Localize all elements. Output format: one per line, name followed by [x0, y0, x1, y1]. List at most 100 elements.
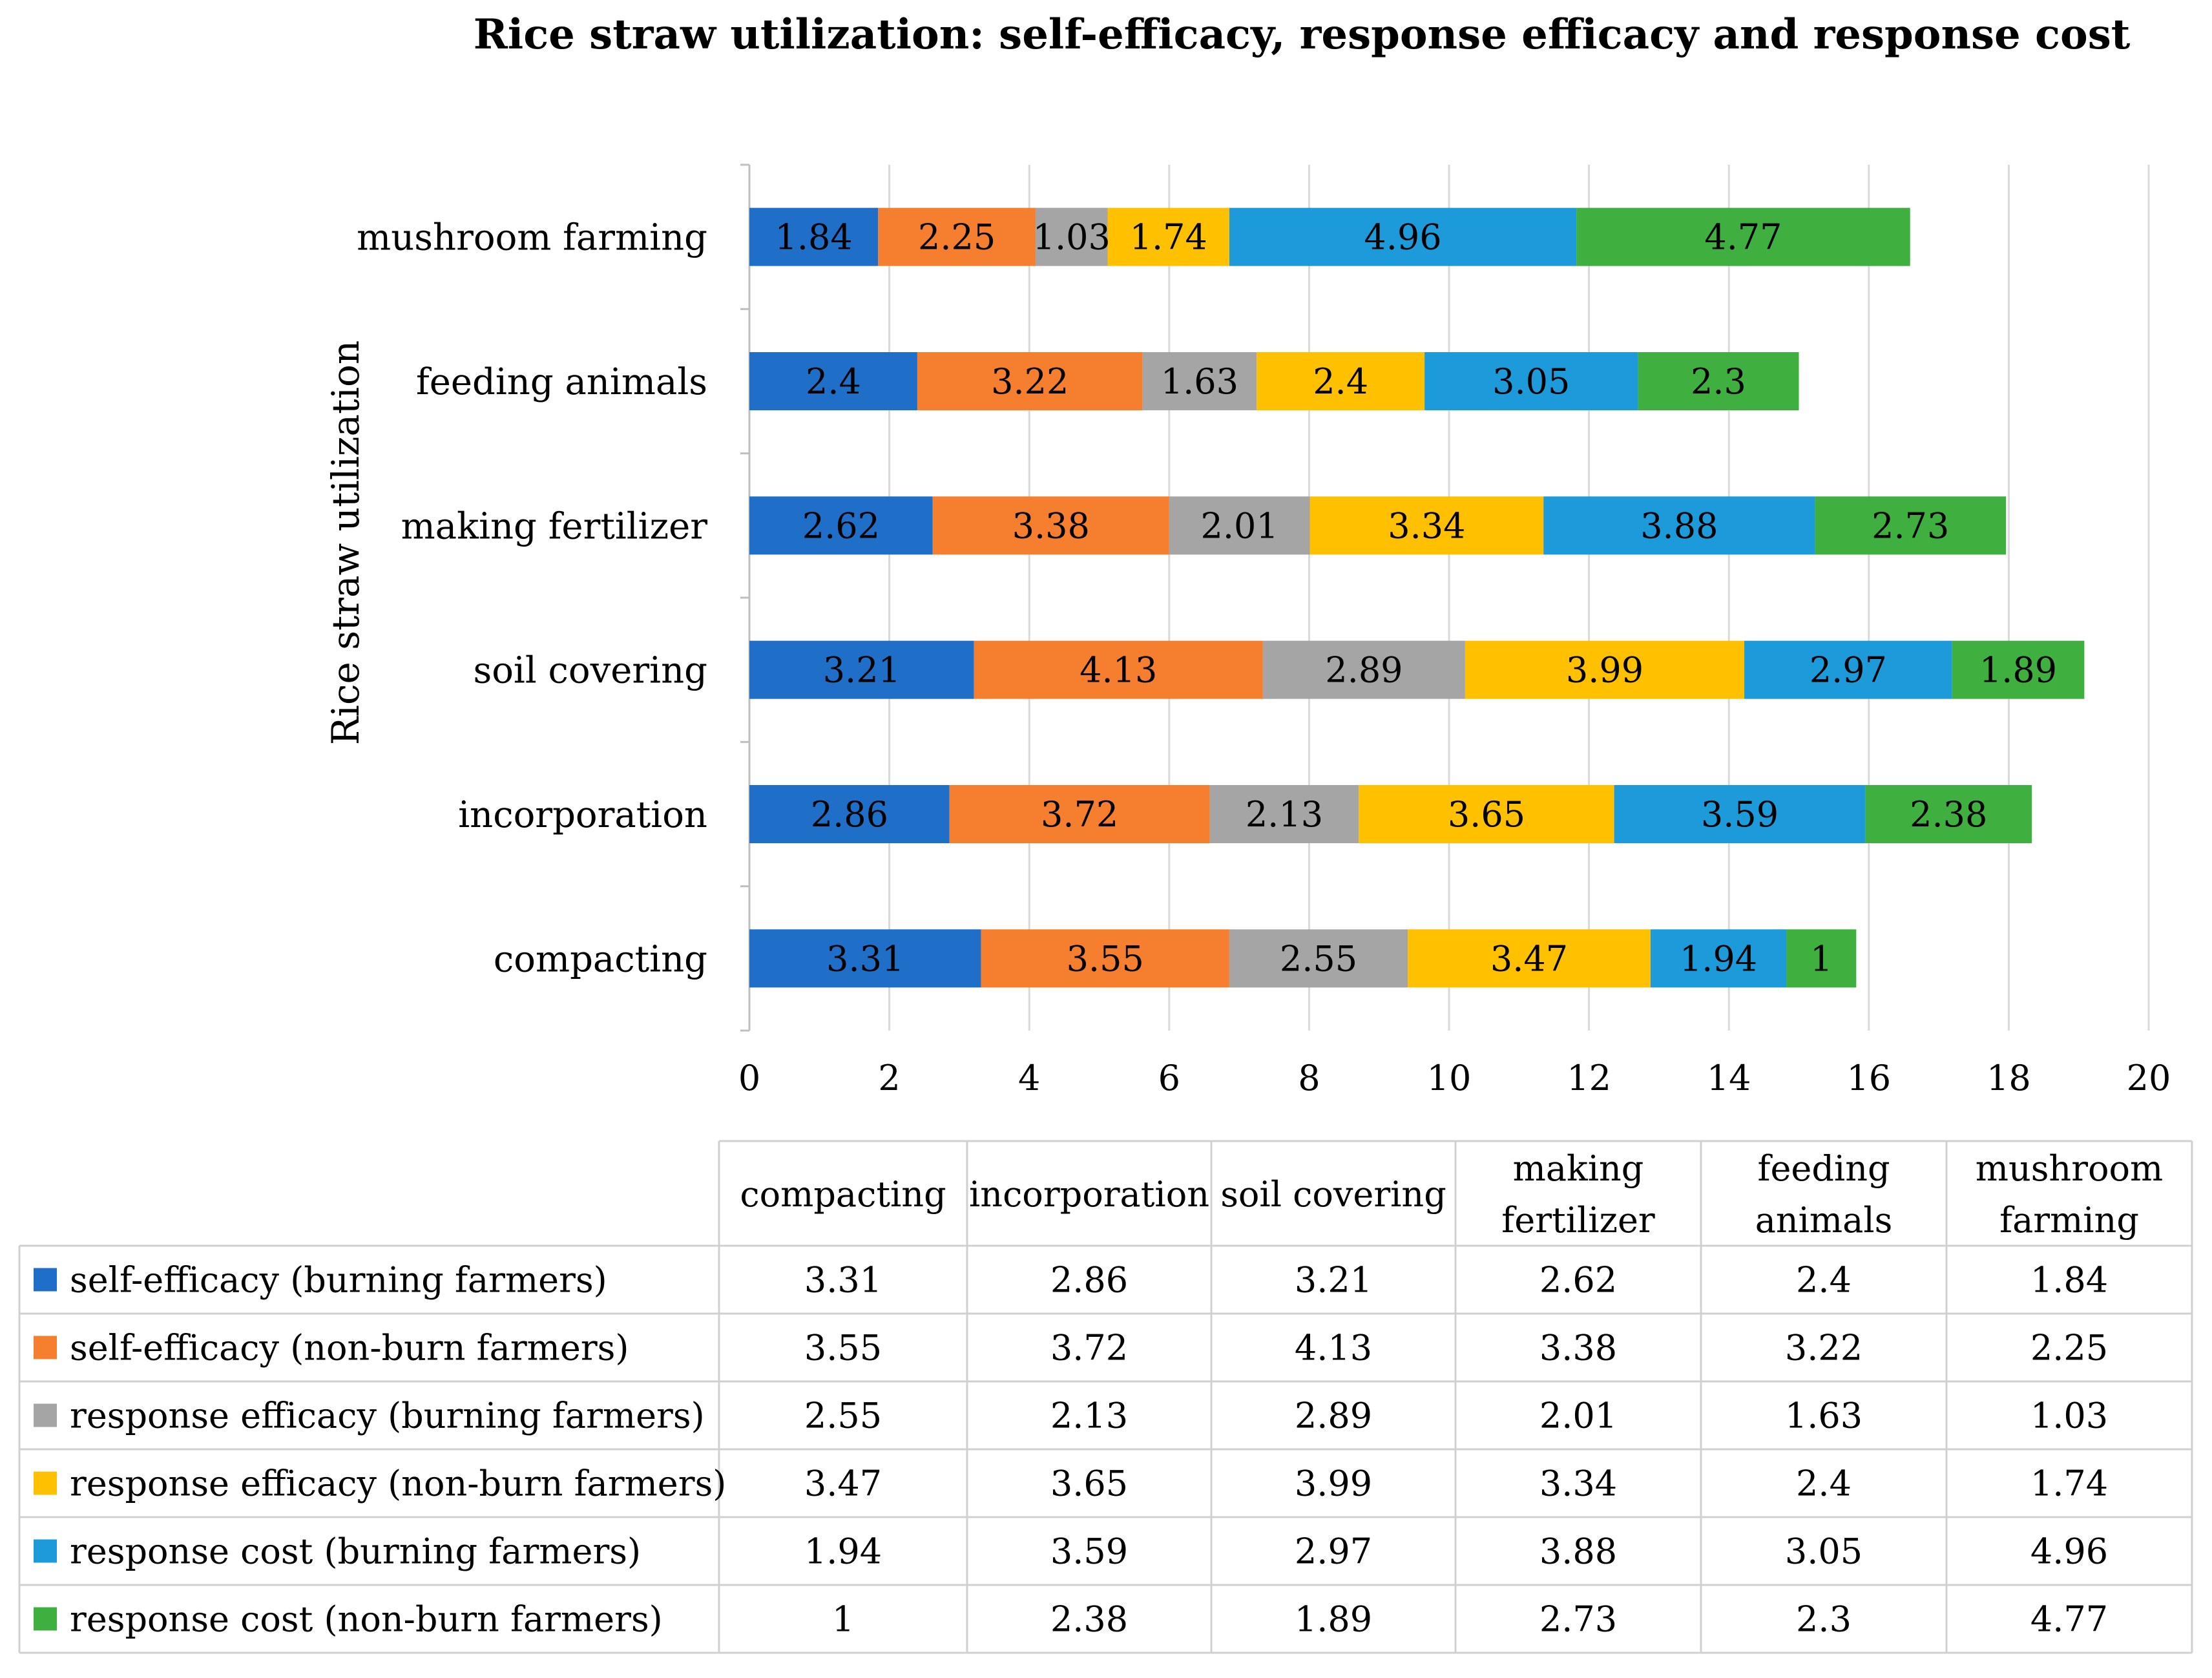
bars [749, 207, 2085, 988]
x-tick-label: 2 [878, 1058, 900, 1098]
data-label: 2.25 [918, 217, 996, 258]
x-tick-label: 0 [738, 1058, 760, 1098]
table-header: feeding animals [1755, 1148, 1893, 1241]
bar-segment [1786, 929, 1857, 988]
table-cell: 1.94 [804, 1531, 882, 1572]
legend-swatch [34, 1539, 57, 1563]
table-cell: 3.47 [804, 1463, 882, 1504]
table-cell: 2.01 [1539, 1396, 1617, 1436]
bar-segment [949, 785, 1210, 843]
table-cell: 2.3 [1796, 1599, 1852, 1640]
data-label: 3.05 [1492, 361, 1570, 402]
table-cell: 3.34 [1539, 1463, 1617, 1504]
bar-segment [878, 207, 1036, 266]
data-label: 3.59 [1701, 794, 1779, 835]
table-cell: 2.97 [1295, 1531, 1372, 1572]
bar-segment [1650, 929, 1787, 988]
table-header: mushroom farming [1976, 1148, 2164, 1241]
data-label: 2.89 [1325, 650, 1403, 691]
axes: 0 2 4 6 8 10 12 14 16 18 20 compacting incorporation… [357, 163, 2171, 1098]
bar-segment [1865, 785, 2032, 843]
bar-segment [1359, 785, 1614, 843]
data-label: 3.22 [991, 361, 1069, 402]
data-label: 3.88 [1640, 505, 1718, 546]
data-label: 1.84 [775, 217, 853, 258]
legend-swatch [34, 1607, 57, 1631]
table-header: compacting [740, 1174, 946, 1215]
bar-segment [1543, 496, 1815, 555]
bar-segment [749, 352, 917, 410]
table-cell: 2.25 [2030, 1328, 2108, 1369]
table-cell: 3.05 [1785, 1531, 1862, 1572]
table-cell: 2.86 [1050, 1260, 1128, 1301]
bar-segment [749, 207, 879, 266]
table-cell: 1.74 [2030, 1463, 2108, 1504]
data-label: 4.13 [1080, 650, 1157, 691]
legend-label: response cost (non-burn farmers) [70, 1599, 663, 1640]
table-cell: 3.31 [804, 1260, 882, 1301]
table-cell: 2.73 [1539, 1599, 1617, 1640]
data-label: 3.34 [1388, 505, 1465, 546]
data-label: 2.97 [1810, 650, 1887, 691]
x-tick-label: 6 [1158, 1058, 1180, 1098]
data-label: 2.38 [1910, 794, 1987, 835]
category-label: feeding animals [416, 361, 707, 403]
legend-label: response cost (burning farmers) [70, 1531, 641, 1572]
bar-segment [981, 929, 1229, 988]
bar-segment [1638, 352, 1799, 410]
bar-segment [1142, 352, 1257, 410]
data-label: 3.38 [1012, 505, 1090, 546]
category-label: making fertilizer [401, 505, 708, 547]
table-cell: 3.38 [1539, 1328, 1617, 1369]
gridlines [888, 165, 2150, 1031]
data-label: 2.01 [1201, 505, 1278, 546]
data-label: 1.94 [1680, 938, 1757, 979]
x-tick-label: 8 [1298, 1058, 1320, 1098]
chart-title: Rice straw utilization: self-efficacy, r… [474, 10, 2131, 59]
data-label: 1.63 [1161, 361, 1238, 402]
table-cell: 3.59 [1050, 1531, 1128, 1572]
bar-segment [1424, 352, 1638, 410]
y-axis-title: Rice straw utilization [324, 341, 368, 746]
table-cell: 2.89 [1295, 1396, 1372, 1436]
bar-segment [1209, 785, 1359, 843]
table-cell: 2.4 [1796, 1260, 1852, 1301]
table-cell: 1.63 [1785, 1396, 1862, 1436]
x-tick-label: 4 [1018, 1058, 1040, 1098]
bar-segment [932, 496, 1169, 555]
table-header: soil covering [1220, 1174, 1446, 1215]
table-cell: 2.55 [804, 1396, 882, 1436]
category-label: incorporation [458, 794, 707, 836]
bar-segment [1257, 352, 1425, 410]
legend-label: self-efficacy (burning farmers) [70, 1260, 607, 1301]
data-label: 3.21 [823, 650, 901, 691]
bar-segment [974, 640, 1263, 699]
table-cell: 2.38 [1050, 1599, 1128, 1640]
data-label: 4.96 [1364, 217, 1441, 258]
bar-segment [1815, 496, 2007, 555]
legend-swatch [34, 1336, 57, 1359]
legend-swatch [34, 1471, 57, 1495]
bar-segment [1229, 929, 1408, 988]
legend-label: response efficacy (burning farmers) [70, 1396, 705, 1436]
legend-label: self-efficacy (non-burn farmers) [70, 1328, 629, 1369]
table-cell: 3.22 [1785, 1328, 1862, 1369]
data-label: 3.72 [1041, 794, 1118, 835]
x-tick-label: 18 [1987, 1058, 2031, 1098]
bar-segment [1107, 207, 1229, 266]
data-label: 2.73 [1872, 505, 1949, 546]
data-labels: 3.31 3.55 2.55 3.47 1.94 1 2.86 3.72 2.13 3.65 3.5… [775, 217, 2058, 980]
data-label: 2.55 [1280, 938, 1357, 979]
data-label: 1.74 [1130, 217, 1207, 258]
table-cell: 3.99 [1295, 1463, 1372, 1504]
data-label: 2.3 [1691, 361, 1746, 402]
bar-segment [917, 352, 1143, 410]
table-cell: 3.65 [1050, 1463, 1128, 1504]
data-label: 3.99 [1566, 650, 1643, 691]
data-table: compacting incorporation soil covering maki… [18, 1140, 2193, 1654]
data-label: 2.13 [1246, 794, 1323, 835]
table-cell: 3.21 [1295, 1260, 1372, 1301]
bar-segment [1229, 207, 1577, 266]
data-label: 3.47 [1490, 938, 1568, 979]
